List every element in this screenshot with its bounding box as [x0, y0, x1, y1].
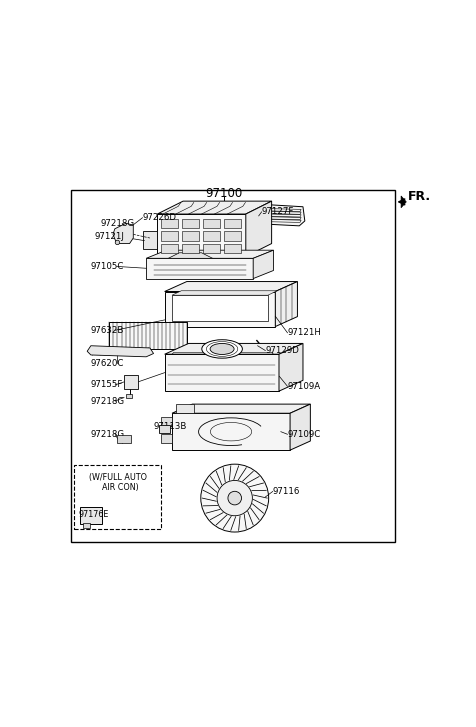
Polygon shape [126, 394, 132, 398]
Text: 97620C: 97620C [91, 359, 124, 368]
Bar [182, 220, 199, 228]
Bar [203, 220, 220, 228]
Circle shape [201, 464, 268, 532]
Polygon shape [279, 343, 303, 391]
Text: 97226D: 97226D [142, 213, 177, 222]
Polygon shape [161, 417, 172, 426]
Text: FR.: FR. [408, 190, 431, 203]
Bar [224, 231, 241, 241]
Polygon shape [142, 230, 157, 249]
Bar [161, 231, 178, 241]
Polygon shape [290, 404, 310, 450]
Polygon shape [124, 375, 138, 389]
Text: 97218G: 97218G [91, 396, 125, 406]
Ellipse shape [202, 340, 242, 358]
Polygon shape [157, 201, 272, 214]
Polygon shape [109, 322, 187, 350]
Text: 97155F: 97155F [91, 380, 123, 390]
Polygon shape [401, 196, 407, 208]
Bar [70, 190, 395, 542]
Polygon shape [157, 214, 246, 257]
Polygon shape [117, 435, 131, 443]
Polygon shape [146, 250, 273, 258]
Text: 97127F: 97127F [262, 207, 294, 217]
Text: 97113B: 97113B [154, 422, 187, 431]
Polygon shape [169, 253, 213, 258]
Bar [182, 231, 199, 241]
Polygon shape [172, 404, 310, 413]
Text: 97109A: 97109A [288, 382, 321, 391]
Text: 97100: 97100 [205, 187, 242, 199]
Text: 97218G: 97218G [100, 219, 134, 228]
Text: 97116: 97116 [273, 487, 300, 496]
Text: 97632B: 97632B [91, 326, 124, 334]
Polygon shape [275, 281, 298, 326]
Polygon shape [172, 291, 277, 295]
Polygon shape [161, 433, 172, 443]
Text: (W/FULL AUTO
  AIR CON): (W/FULL AUTO AIR CON) [89, 473, 147, 492]
Bar [182, 244, 199, 253]
Polygon shape [165, 343, 303, 354]
Circle shape [228, 491, 241, 505]
Polygon shape [159, 425, 170, 433]
Polygon shape [176, 404, 194, 413]
Text: 97109C: 97109C [288, 430, 321, 439]
Polygon shape [172, 413, 290, 450]
Polygon shape [113, 223, 133, 244]
Circle shape [217, 481, 252, 515]
Ellipse shape [210, 343, 234, 355]
Bar [224, 244, 241, 253]
Circle shape [115, 240, 119, 245]
Bar [172, 295, 268, 321]
Bar [203, 231, 220, 241]
Polygon shape [246, 204, 305, 226]
Polygon shape [165, 281, 298, 292]
Polygon shape [146, 258, 253, 278]
Bar [224, 220, 241, 228]
Polygon shape [246, 201, 272, 257]
Bar [161, 244, 178, 253]
Bar [74, 465, 161, 529]
Polygon shape [165, 354, 279, 391]
Bar [83, 523, 90, 528]
Bar [161, 220, 178, 228]
Bar [203, 244, 220, 253]
Text: 97129D: 97129D [265, 346, 299, 355]
Polygon shape [87, 346, 154, 357]
Polygon shape [253, 250, 273, 278]
Text: 97105C: 97105C [91, 262, 124, 271]
Text: 97176E: 97176E [79, 510, 109, 519]
Text: 97121H: 97121H [288, 329, 321, 337]
Text: 97218G: 97218G [91, 430, 125, 439]
Bar [80, 507, 102, 524]
Polygon shape [165, 292, 275, 326]
Text: 97121J: 97121J [95, 232, 124, 241]
